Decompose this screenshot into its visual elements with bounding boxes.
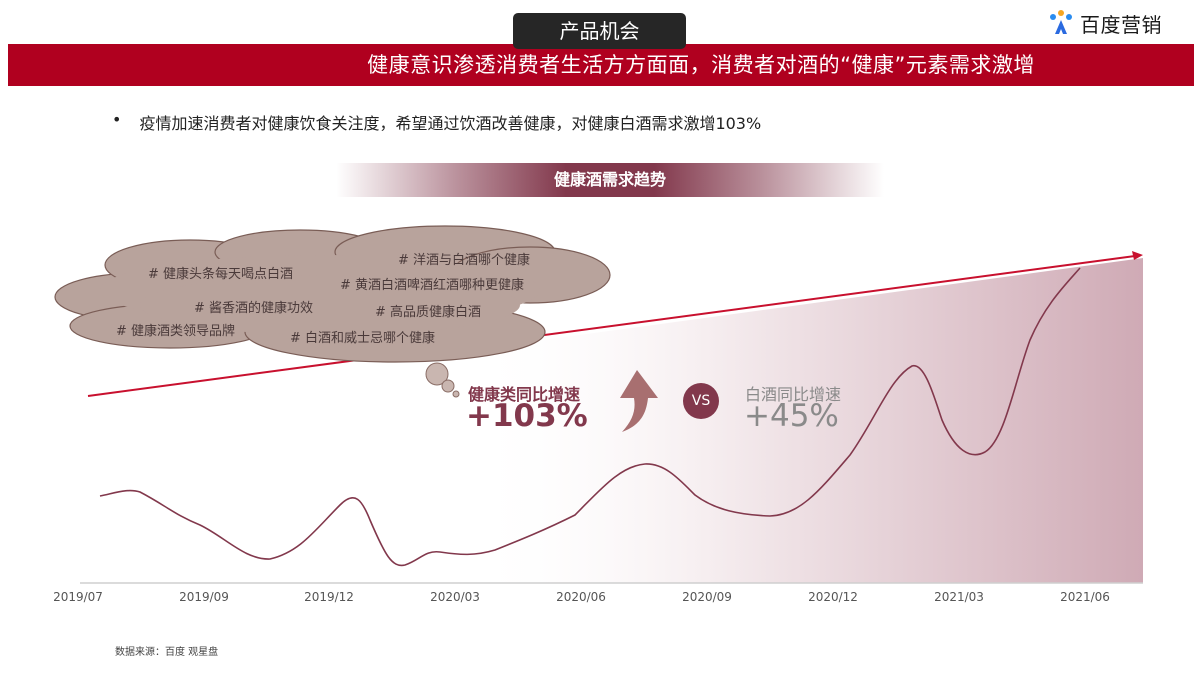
- bullet-text: 疫情加速消费者对健康饮食关注度，希望通过饮酒改善健康，对健康白酒需求激增103%: [139, 114, 762, 133]
- bullet-marker: •: [112, 110, 122, 129]
- tag-item: # 白酒和威士忌哪个健康: [290, 331, 436, 346]
- x-tick-label: 2021/06: [1060, 590, 1110, 604]
- tag-item: # 酱香酒的健康功效: [194, 301, 314, 316]
- tag-item: # 黄酒白酒啤酒红酒哪种更健康: [340, 278, 525, 293]
- x-tick-label: 2020/06: [556, 590, 606, 604]
- trend-arrowhead-icon: [1132, 251, 1143, 260]
- x-axis-labels: 2019/07 2019/09 2019/12 2020/03 2020/06 …: [0, 590, 1200, 610]
- tag-cloud-shape: [54, 225, 611, 363]
- tag-item: # 健康头条每天喝点白酒: [148, 267, 294, 282]
- x-tick-label: 2021/03: [934, 590, 984, 604]
- vs-badge: VS: [683, 383, 719, 419]
- logo-text: 百度营销: [1080, 12, 1162, 37]
- x-tick-label: 2020/12: [808, 590, 858, 604]
- title-banner: 健康意识渗透消费者生活方方面面，消费者对酒的“健康”元素需求激增: [8, 44, 1194, 86]
- tag-item: # 洋酒与白酒哪个健康: [398, 253, 531, 268]
- demand-line: [99, 267, 1081, 567]
- bullet-item: • 疫情加速消费者对健康饮食关注度，希望通过饮酒改善健康，对健康白酒需求激增10…: [112, 110, 761, 134]
- gradient-background: [470, 258, 1143, 583]
- tag-item: # 健康酒类领导品牌: [116, 324, 236, 339]
- x-tick-label: 2019/12: [304, 590, 354, 604]
- healthy-growth-label: 健康类同比增速: [468, 385, 581, 404]
- section-tag: 产品机会: [513, 13, 686, 49]
- brand-logo: 百度营销: [1046, 8, 1162, 38]
- chart-title-bar: 健康酒需求趋势: [336, 163, 884, 197]
- trend-arrow-line: [87, 255, 1136, 397]
- baijiu-growth-label: 白酒同比增速: [745, 385, 842, 404]
- banner-title: 健康意识渗透消费者生活方方面面，消费者对酒的“健康”元素需求激增: [367, 53, 1035, 77]
- x-tick-label: 2019/07: [53, 590, 103, 604]
- thought-bubbles: [425, 362, 460, 398]
- data-source-note: 数据来源：百度 观星盘: [115, 647, 219, 658]
- growth-up-arrow-icon: [620, 370, 658, 432]
- tag-item: # 高品质健康白酒: [375, 305, 482, 320]
- healthy-growth-value: +103%: [466, 398, 588, 434]
- x-tick-label: 2019/09: [179, 590, 229, 604]
- x-tick-label: 2020/03: [430, 590, 480, 604]
- baidu-paw-icon: [1050, 10, 1072, 34]
- x-tick-label: 2020/09: [682, 590, 732, 604]
- baijiu-growth-value: +45%: [744, 398, 839, 434]
